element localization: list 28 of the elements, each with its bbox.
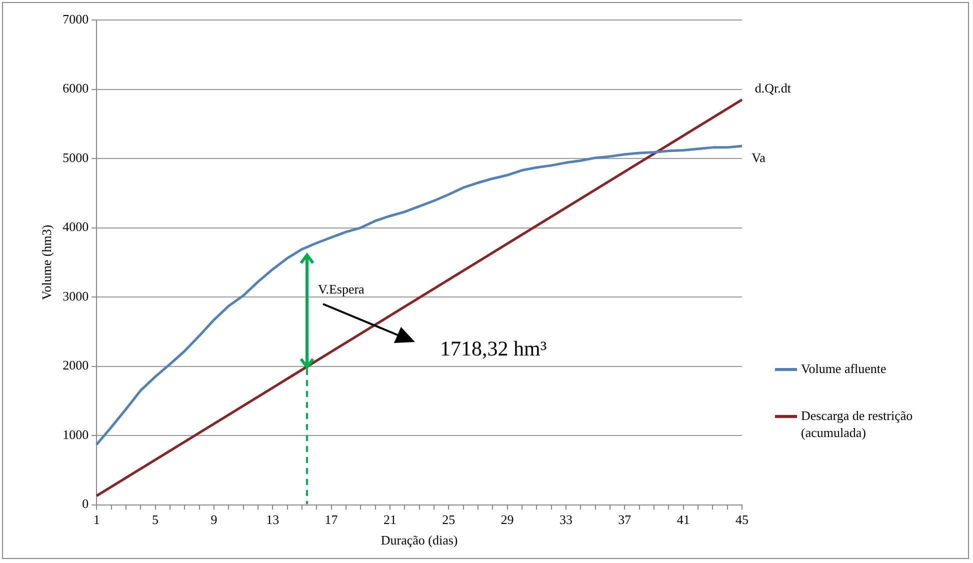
y-tick-label: 1000 <box>62 426 89 442</box>
x-tick-label: 45 <box>736 512 748 528</box>
x-tick-label: 13 <box>266 512 280 528</box>
x-axis-title: Duração (dias) <box>380 532 458 548</box>
text: d.Qr.dt <box>754 80 792 96</box>
y-tick-label: 0 <box>82 496 89 512</box>
x-tick-label: 9 <box>210 512 218 528</box>
x-tick-label: 5 <box>152 512 159 528</box>
y-axis-title: Volume (hm3) <box>39 224 54 300</box>
y-tick-label: 4000 <box>62 219 89 234</box>
y-tick-label: 6000 <box>62 80 89 96</box>
x-tick-label: 37 <box>618 512 632 528</box>
text: Va <box>752 150 766 165</box>
y-tick-label: 3000 <box>62 288 89 304</box>
legend-label: Descarga de restrição (acumulada) <box>801 407 914 441</box>
x-tick-label: 17 <box>324 512 338 528</box>
annotation: V.Espera <box>318 281 365 296</box>
y-tick-label: 2000 <box>62 358 89 373</box>
x-tick-label: 29 <box>500 512 514 528</box>
x-tick-label: 21 <box>383 512 396 528</box>
annotation: 1718,32 hm³ <box>440 336 547 361</box>
x-tick-label: 25 <box>442 512 456 528</box>
x-tick-label: 1 <box>93 512 100 528</box>
y-tick-label: 7000 <box>62 11 89 26</box>
y-tick-label: 5000 <box>62 150 89 165</box>
x-tick-label: 33 <box>559 512 572 528</box>
x-tick-label: 41 <box>676 512 690 528</box>
legend-label: Volume afluente <box>801 360 888 377</box>
